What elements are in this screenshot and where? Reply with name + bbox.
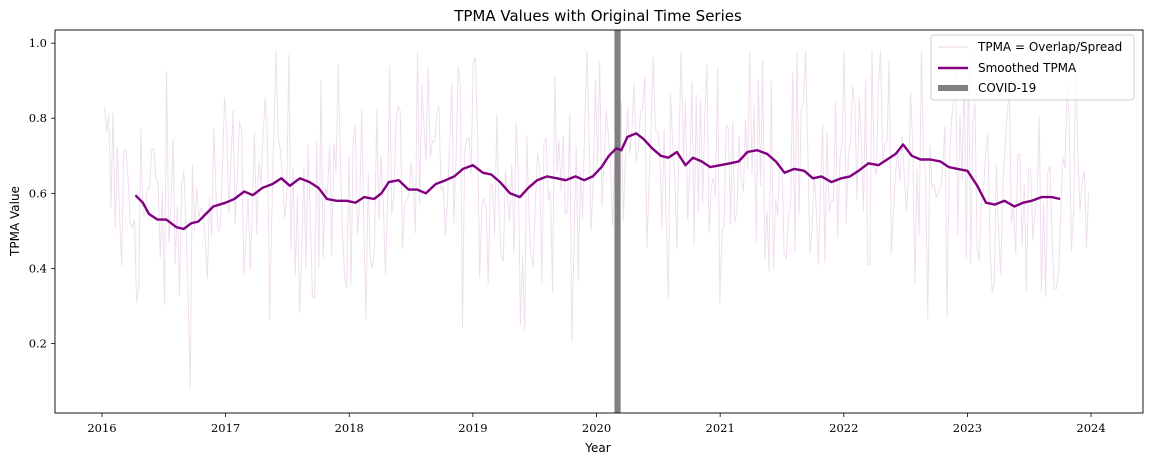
raw-series-line <box>104 50 1090 389</box>
y-tick-label: 1.0 <box>29 36 47 50</box>
y-tick-label: 0.2 <box>29 337 47 351</box>
x-tick-label: 2016 <box>87 421 116 435</box>
legend-raw-label: TPMA = Overlap/Spread <box>977 40 1122 54</box>
x-tick-label: 2020 <box>582 421 611 435</box>
x-axis-label: Year <box>584 441 610 455</box>
y-axis-ticks: 0.2 0.4 0.6 0.8 1.0 <box>29 36 55 351</box>
raw-series-group <box>104 50 1090 389</box>
plot-frame <box>54 29 1144 414</box>
smoothed-series-group <box>134 132 1061 231</box>
legend-covid-label: COVID-19 <box>978 81 1036 95</box>
x-axis-ticks: 2016 2017 2018 2019 2020 2021 2022 2023 2024 <box>87 413 1106 435</box>
smoothed-series-line <box>134 132 1061 231</box>
legend-smoothed-label: Smoothed TPMA <box>978 61 1077 75</box>
chart-title: TPMA Values with Original Time Series <box>453 7 742 25</box>
x-tick-label: 2022 <box>829 421 858 435</box>
legend: TPMA = Overlap/Spread Smoothed TPMA COVI… <box>930 34 1135 101</box>
legend-frame <box>930 34 1135 101</box>
y-tick-label: 0.6 <box>29 186 47 200</box>
covid-band-group <box>614 30 621 413</box>
covid-band <box>614 30 621 413</box>
y-tick-label: 0.8 <box>29 111 47 125</box>
x-tick-label: 2017 <box>211 421 240 435</box>
x-tick-label: 2023 <box>953 421 982 435</box>
y-tick-label: 0.4 <box>29 261 47 275</box>
x-tick-label: 2024 <box>1076 421 1105 435</box>
x-tick-label: 2018 <box>335 421 364 435</box>
y-axis-label: TPMA Value <box>8 186 22 257</box>
x-tick-label: 2019 <box>458 421 487 435</box>
x-tick-label: 2021 <box>706 421 735 435</box>
